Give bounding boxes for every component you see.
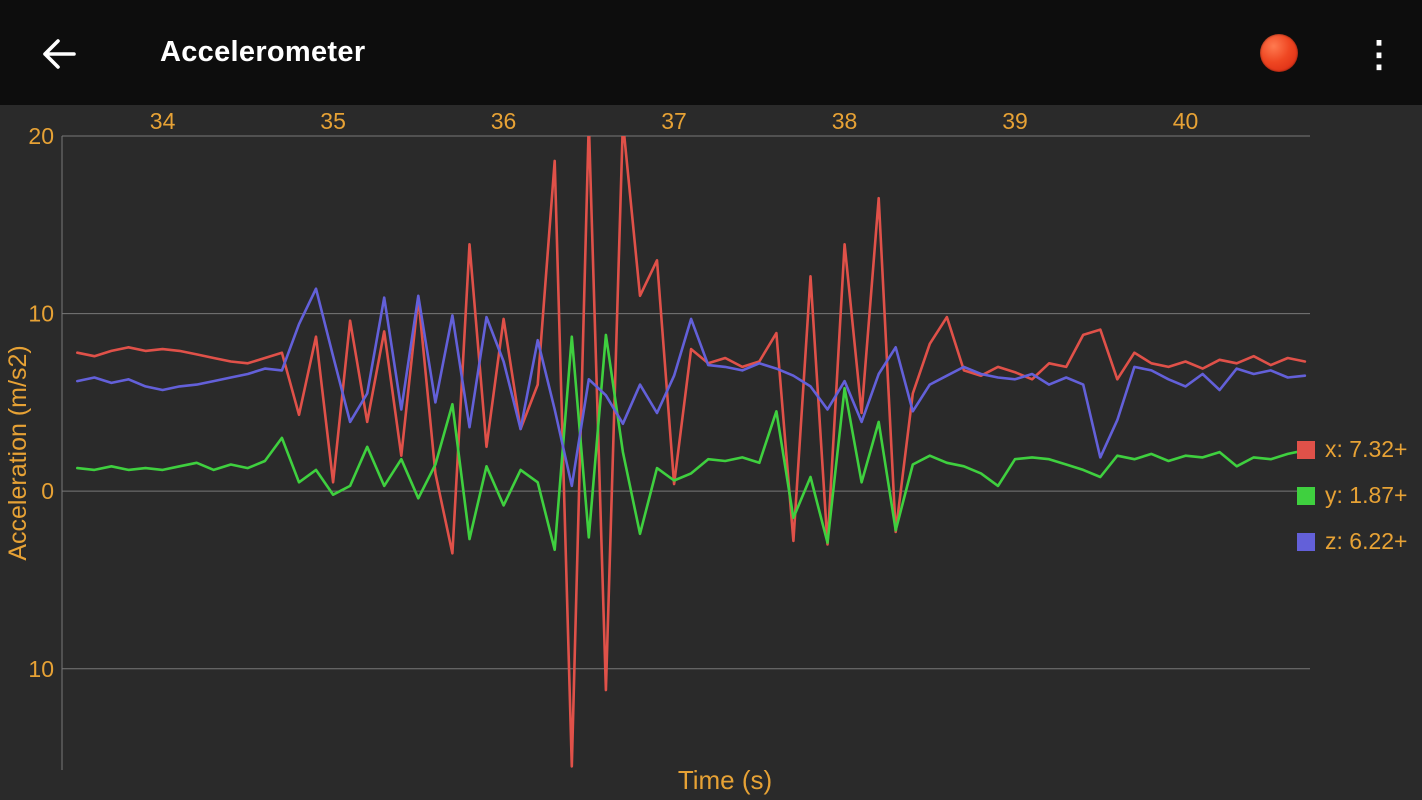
top-app-bar: Accelerometer ⋮ xyxy=(0,0,1422,105)
legend-label-z: z: 6.22+ xyxy=(1325,528,1408,554)
chart-gridlines xyxy=(61,135,1310,770)
svg-text:39: 39 xyxy=(1002,108,1028,134)
svg-text:10: 10 xyxy=(28,301,54,327)
series-line-y xyxy=(76,333,1307,552)
svg-text:40: 40 xyxy=(1173,108,1199,134)
kebab-menu-icon: ⋮ xyxy=(1361,33,1397,74)
back-arrow-icon xyxy=(34,39,78,79)
svg-text:37: 37 xyxy=(661,108,687,134)
series-line-x xyxy=(76,136,1307,768)
legend-label-x: x: 7.32+ xyxy=(1325,436,1408,462)
legend-label-y: y: 1.87+ xyxy=(1325,482,1408,508)
legend-item-y: y: 1.87+ xyxy=(1297,482,1407,509)
legend-swatch-z-icon xyxy=(1297,532,1315,551)
series-line-z xyxy=(76,287,1307,488)
svg-text:34: 34 xyxy=(150,108,176,134)
svg-text:35: 35 xyxy=(320,108,346,134)
accelerometer-chart[interactable]: 34 35 36 37 38 39 40 20 10 0 10 Acceleration (m/s2)… xyxy=(0,105,1422,800)
back-button[interactable] xyxy=(34,32,78,76)
x-axis-title: Time (s) xyxy=(678,765,772,795)
legend-item-x: x: 7.32+ xyxy=(1297,436,1407,463)
chart-region: 34 35 36 37 38 39 40 20 10 0 10 Acceleration (m/s2)… xyxy=(0,105,1422,800)
record-button[interactable] xyxy=(1260,34,1298,72)
overflow-menu-button[interactable]: ⋮ xyxy=(1355,28,1399,78)
svg-text:10: 10 xyxy=(28,656,54,682)
chart-series xyxy=(76,136,1307,768)
svg-text:20: 20 xyxy=(28,123,54,149)
svg-text:36: 36 xyxy=(491,108,517,134)
legend-swatch-y-icon xyxy=(1297,486,1315,505)
legend-swatch-x-icon xyxy=(1297,440,1315,459)
chart-legend: x: 7.32+ y: 1.87+ z: 6.22+ xyxy=(1297,436,1407,555)
svg-text:0: 0 xyxy=(41,478,54,504)
legend-item-z: z: 6.22+ xyxy=(1297,528,1407,555)
chart-axis-labels: 34 35 36 37 38 39 40 20 10 0 10 Acceleration (m/s2)… xyxy=(4,108,1198,795)
svg-text:38: 38 xyxy=(832,108,858,134)
y-axis-title: Acceleration (m/s2) xyxy=(4,345,32,560)
page-title: Accelerometer xyxy=(160,36,366,68)
